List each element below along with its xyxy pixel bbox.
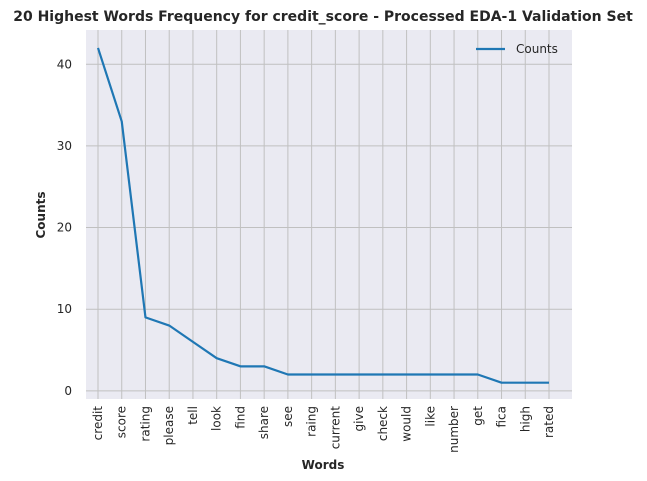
x-tick-label: current: [328, 406, 342, 450]
grid: [86, 30, 572, 399]
x-tick-label: see: [281, 406, 295, 427]
x-tick-label: check: [376, 406, 390, 441]
x-tick-label: give: [352, 406, 366, 431]
x-tick-label: number: [447, 406, 461, 453]
x-tick-label: would: [400, 406, 414, 442]
y-axis-ticks: 0 10 20 30 40: [57, 57, 72, 398]
x-tick-label: find: [233, 406, 247, 429]
y-tick-label: 20: [57, 221, 72, 235]
x-tick-label: raing: [305, 406, 319, 437]
x-axis-ticks: credit score rating please tell look find share…: [91, 406, 556, 453]
plot-area: [86, 30, 572, 399]
y-tick-label: 40: [57, 57, 72, 71]
x-tick-label: score: [115, 406, 129, 438]
x-tick-label: rating: [138, 406, 152, 442]
x-tick-label: credit: [91, 406, 105, 441]
x-tick-label: tell: [186, 406, 200, 425]
x-tick-label: high: [518, 406, 532, 432]
x-tick-label: rated: [542, 406, 556, 438]
series-line-counts: [96, 47, 549, 384]
x-tick-label: look: [210, 406, 224, 431]
x-tick-label: fica: [495, 406, 509, 428]
x-tick-label: share: [257, 406, 271, 439]
x-tick-label: like: [423, 406, 437, 427]
y-tick-label: 30: [57, 139, 72, 153]
legend-label-counts: Counts: [516, 42, 558, 56]
x-tick-label: get: [471, 406, 485, 426]
legend: Counts: [476, 42, 558, 56]
y-tick-label: 0: [64, 384, 72, 398]
x-tick-label: please: [162, 406, 176, 445]
x-axis-label: Words: [302, 458, 345, 472]
y-tick-label: 10: [57, 302, 72, 316]
chart-title: 20 Highest Words Frequency for credit_sc…: [13, 9, 633, 25]
y-axis-label: Counts: [34, 191, 48, 238]
